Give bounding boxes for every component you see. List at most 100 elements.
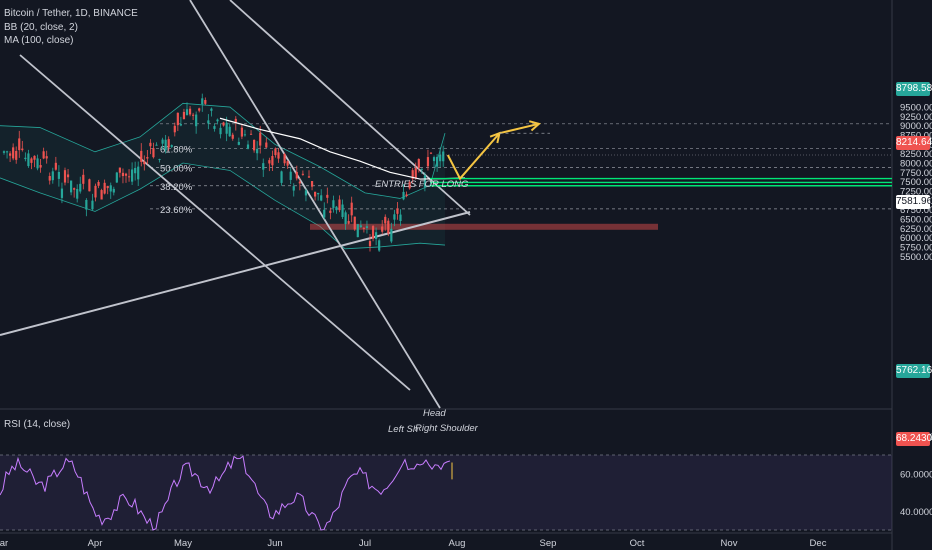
candle-body — [387, 220, 390, 234]
candle-body — [134, 167, 137, 174]
candle-body — [94, 185, 97, 198]
candle-body — [42, 151, 45, 159]
fib-level-label: 38.20% — [160, 182, 193, 193]
candle-body — [243, 134, 247, 136]
candle-body — [60, 188, 64, 198]
head-label: Head — [423, 408, 446, 419]
candle-body — [155, 144, 158, 146]
candle-body — [103, 182, 106, 194]
y-tick-label: 6500.00 — [900, 214, 932, 225]
bollinger-upper — [0, 102, 446, 199]
candle-body — [426, 157, 430, 167]
candle-body — [359, 225, 362, 228]
candle-body — [152, 148, 155, 158]
y-tick-label: 9000.00 — [900, 121, 932, 132]
x-tick-label: Jun — [267, 538, 282, 549]
x-tick-label: May — [174, 538, 192, 549]
candle-body — [173, 125, 176, 133]
candle-body — [436, 156, 439, 167]
y-tick-label: 8000.00 — [900, 159, 932, 170]
candle-body — [9, 153, 12, 156]
candle-body — [36, 158, 39, 169]
candle-body — [365, 226, 369, 228]
candle-body — [45, 156, 48, 159]
symbol-legend[interactable]: Bitcoin / Tether, 1D, BINANCE — [4, 8, 138, 19]
candle-body — [432, 157, 436, 162]
x-tick-label: Sep — [540, 538, 557, 549]
candle-body — [429, 152, 433, 154]
red-zone — [310, 223, 658, 230]
candle-body — [246, 144, 250, 149]
candle-body — [210, 108, 213, 111]
candle-body — [335, 206, 338, 211]
candle-body — [420, 168, 423, 170]
candle-body — [277, 152, 280, 159]
candle-body — [39, 165, 42, 168]
candle-body — [356, 224, 359, 238]
candle-body — [170, 145, 173, 147]
candle-body — [192, 114, 195, 116]
candle-body — [375, 232, 378, 239]
candle-body — [317, 192, 320, 195]
candle-body — [88, 179, 91, 192]
candle-body — [231, 134, 234, 139]
bb-legend[interactable]: BB (20, close, 2) — [4, 22, 78, 33]
candle-body — [338, 199, 341, 211]
candle-body — [73, 188, 76, 190]
descending-trendline-1 — [19, 54, 411, 391]
candle-body — [314, 191, 317, 197]
candle-body — [164, 139, 167, 151]
right-shoulder-label: Right Shoulder — [415, 423, 479, 434]
price-tag-rsi: 68.2430 — [896, 432, 932, 446]
candle-body — [179, 124, 182, 126]
candle-body — [21, 148, 24, 151]
candle-body — [253, 139, 256, 151]
x-tick-label: Mar — [0, 538, 8, 549]
y-tick-label: 5500.00 — [900, 252, 932, 263]
candle-body — [131, 169, 134, 182]
candle-body — [332, 200, 335, 208]
candle-body — [106, 185, 109, 189]
y-tick-label: 7500.00 — [900, 177, 932, 188]
candle-body — [310, 181, 314, 187]
x-tick-label: Aug — [449, 538, 466, 549]
candle-body — [344, 212, 347, 225]
candle-body — [307, 176, 311, 178]
projection-arrowhead — [528, 120, 541, 132]
fib-level-label: 23.60% — [160, 205, 193, 216]
candle-body — [271, 156, 274, 166]
candle-body — [198, 108, 201, 111]
candle-body — [185, 109, 189, 116]
rsi-band-fill — [0, 455, 892, 530]
descending-trendline-2 — [189, 0, 441, 409]
candle-body — [137, 166, 140, 180]
candle-body — [408, 181, 411, 189]
fib-level-label: 61.80% — [160, 144, 193, 155]
candle-body — [378, 240, 381, 251]
left-shoulder-label: Left Sh — [388, 424, 418, 435]
candle-body — [97, 182, 100, 186]
candle-body — [115, 172, 118, 183]
projection-path — [446, 122, 540, 181]
rsi-panel — [0, 410, 892, 532]
candle-body — [85, 199, 88, 210]
candle-body — [167, 139, 170, 148]
rsi-legend[interactable]: RSI (14, close) — [4, 419, 71, 430]
candle-body — [143, 161, 146, 165]
candle-body — [301, 173, 304, 175]
candle-body — [228, 126, 231, 137]
candle-body — [15, 150, 18, 160]
price-tag-ma: 7581.96 — [896, 195, 932, 209]
x-tick-label: Nov — [721, 538, 738, 549]
candle-body — [176, 112, 179, 126]
x-tick-label: Jul — [359, 538, 371, 549]
candle-body — [268, 160, 271, 164]
y-tick-label: 8250.00 — [900, 149, 932, 160]
candle-body — [262, 163, 265, 170]
candle-body — [259, 132, 262, 146]
candle-body — [353, 216, 356, 230]
ma-legend[interactable]: MA (100, close) — [4, 35, 74, 46]
candle-body — [411, 170, 414, 179]
candle-body — [48, 176, 51, 181]
